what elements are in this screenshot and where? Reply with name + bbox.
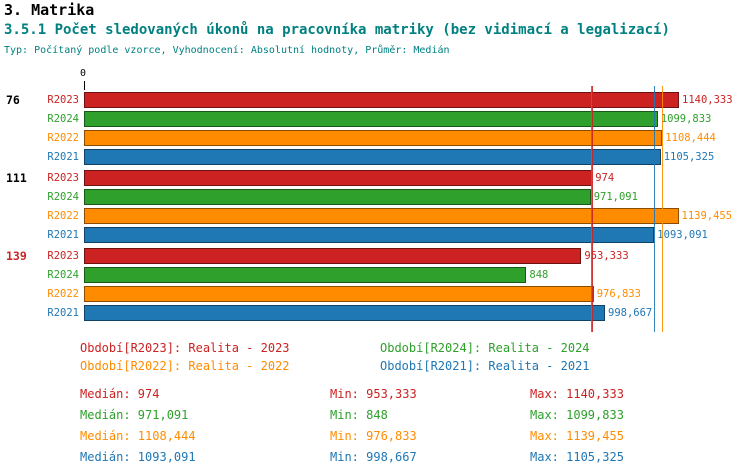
series-label: R2021 [47, 229, 79, 241]
series-label: R2024 [47, 269, 79, 281]
bar-track: 1093,091 [84, 227, 750, 243]
plot-area: 76 R2023 1140,333 R2024 1099,833 R2022 1108,44… [0, 92, 750, 321]
bar-value-label: 971,091 [593, 191, 638, 203]
bar [84, 92, 679, 108]
bar-chart: 0 76 R2023 1140,333 R2024 1099,833 R2022 1108,… [0, 68, 750, 332]
bar-group: 111 R2023 974 R2024 971,091 R2022 1139,455 R202… [0, 170, 750, 243]
stat-min: Min: 976,833 [330, 429, 417, 443]
bar [84, 208, 679, 224]
series-label: R2021 [47, 151, 79, 163]
series-label: R2022 [47, 210, 79, 222]
stat-median: Medián: 1108,444 [80, 429, 196, 443]
bar [84, 286, 594, 302]
stats-row: Medián: 1093,091 Min: 998,667 Max: 1105,32… [0, 450, 750, 471]
stat-max: Max: 1139,455 [530, 429, 624, 443]
bar-value-label: 976,833 [596, 288, 641, 300]
series-label: R2023 [47, 172, 79, 184]
legend-item: Období[R2023]: Realita - 2023 [80, 341, 290, 355]
series-label: R2022 [47, 132, 79, 144]
bar-track: 976,833 [84, 286, 750, 302]
legend-row: Období[R2022]: Realita - 2022 Období[R202… [0, 359, 750, 377]
bar-row: R2024 1099,833 [0, 111, 750, 127]
stat-median: Medián: 1093,091 [80, 450, 196, 464]
series-label: R2021 [47, 307, 79, 319]
series-label: R2024 [47, 191, 79, 203]
bar-track: 953,333 [84, 248, 750, 264]
chart-subtitle: 3.5.1 Počet sledovaných úkonů na pracovn… [4, 22, 670, 38]
bar [84, 111, 658, 127]
group-label: 139 [6, 249, 27, 263]
bar-value-label: 1108,444 [665, 132, 716, 144]
bar-track: 1105,325 [84, 149, 750, 165]
bar [84, 248, 582, 264]
bar [84, 130, 663, 146]
bar-row: R2024 848 [0, 267, 750, 283]
stat-min: Min: 953,333 [330, 387, 417, 401]
bar-track: 998,667 [84, 305, 750, 321]
bar-row: 139 R2023 953,333 [0, 248, 750, 264]
chart-stats: Medián: 974 Min: 953,333 Max: 1140,333 Medi… [0, 387, 750, 471]
stat-max: Max: 1140,333 [530, 387, 624, 401]
stat-max: Max: 1099,833 [530, 408, 624, 422]
bar-row: R2021 1093,091 [0, 227, 750, 243]
bar-row: 111 R2023 974 [0, 170, 750, 186]
stat-min: Min: 998,667 [330, 450, 417, 464]
legend-item: Období[R2022]: Realita - 2022 [80, 359, 290, 373]
bar-track: 974 [84, 170, 750, 186]
bar-track: 848 [84, 267, 750, 283]
bar-track: 1140,333 [84, 92, 750, 108]
group-label: 76 [6, 93, 20, 107]
bar-row: R2024 971,091 [0, 189, 750, 205]
bar [84, 149, 661, 165]
bar-row: R2022 1108,444 [0, 130, 750, 146]
bar-value-label: 1099,833 [660, 113, 712, 125]
stat-min: Min: 848 [330, 408, 388, 422]
series-label: R2022 [47, 288, 79, 300]
group-label: 111 [6, 171, 27, 185]
bar-row: R2022 976,833 [0, 286, 750, 302]
legend-item: Období[R2024]: Realita - 2024 [380, 341, 590, 355]
legend-item: Období[R2021]: Realita - 2021 [380, 359, 590, 373]
bar [84, 267, 527, 283]
bar-row: 76 R2023 1140,333 [0, 92, 750, 108]
bar-value-label: 1093,091 [657, 229, 708, 241]
chart-info-line: Typ: Počítaný podle vzorce, Vyhodnocení:… [4, 45, 450, 56]
bar-row: R2022 1139,455 [0, 208, 750, 224]
bar-value-label: 974 [595, 172, 615, 184]
bar-value-label: 1140,333 [682, 94, 733, 106]
bar-track: 1099,833 [84, 111, 750, 127]
bar-group: 139 R2023 953,333 R2024 848 R2022 976,833 R2021… [0, 248, 750, 321]
stat-median: Medián: 971,091 [80, 408, 189, 422]
stat-max: Max: 1105,325 [530, 450, 624, 464]
stats-row: Medián: 971,091 Min: 848 Max: 1099,833 [0, 408, 750, 429]
bar-value-label: 998,667 [608, 307, 653, 319]
series-label: R2024 [47, 113, 79, 125]
bar-row: R2021 1105,325 [0, 149, 750, 165]
stats-row: Medián: 974 Min: 953,333 Max: 1140,333 [0, 387, 750, 408]
bar-track: 1139,455 [84, 208, 750, 224]
bar-group: 76 R2023 1140,333 R2024 1099,833 R2022 1108,44… [0, 92, 750, 165]
bar [84, 189, 591, 205]
axis-zero-label: 0 [80, 68, 87, 79]
bar-track: 971,091 [84, 189, 750, 205]
bar [84, 227, 655, 243]
page-title: 3. Matrika [4, 1, 95, 19]
legend-row: Období[R2023]: Realita - 2023 Období[R202… [0, 341, 750, 359]
bar-value-label: 1139,455 [681, 210, 733, 222]
chart-legend: Období[R2023]: Realita - 2023 Období[R202… [0, 341, 750, 377]
stats-row: Medián: 1108,444 Min: 976,833 Max: 1139,45… [0, 429, 750, 450]
bar-value-label: 848 [529, 269, 549, 281]
bar-value-label: 953,333 [584, 250, 629, 262]
bar [84, 170, 593, 186]
series-label: R2023 [47, 94, 79, 106]
bar-track: 1108,444 [84, 130, 750, 146]
stat-median: Medián: 974 [80, 387, 160, 401]
bar-value-label: 1105,325 [663, 151, 715, 163]
bar-row: R2021 998,667 [0, 305, 750, 321]
bar [84, 305, 605, 321]
axis-tick [84, 81, 85, 90]
series-label: R2023 [47, 250, 79, 262]
